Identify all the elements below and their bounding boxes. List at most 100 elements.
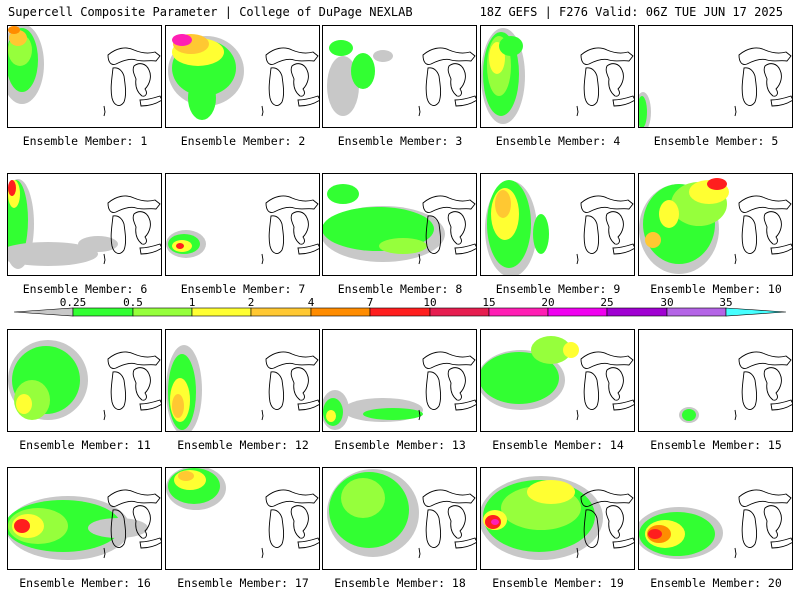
scp-field-map bbox=[327, 469, 476, 559]
colorbar-segment bbox=[369, 307, 431, 317]
colorbar-segment bbox=[547, 307, 608, 317]
colorbar-level-label: 15 bbox=[482, 296, 495, 309]
scp-contour-fill bbox=[533, 214, 549, 254]
map-panel-member-5 bbox=[638, 25, 793, 128]
lake-outline bbox=[576, 105, 579, 117]
great-lakes-outline bbox=[265, 195, 319, 255]
ensemble-member-label: Ensemble Member: 17 bbox=[177, 576, 309, 590]
map-panel-member-20 bbox=[638, 467, 793, 570]
ensemble-member-label: Ensemble Member: 8 bbox=[337, 282, 463, 296]
map-panel-member-4 bbox=[480, 25, 635, 128]
colorbar-level-label: 30 bbox=[660, 296, 673, 309]
ensemble-member-label: Ensemble Member: 10 bbox=[650, 282, 782, 296]
ensemble-member-label: Ensemble Member: 6 bbox=[22, 282, 148, 296]
ensemble-member-label: Ensemble Member: 2 bbox=[180, 134, 306, 148]
scp-contour-fill bbox=[188, 76, 216, 120]
scp-contour-fill bbox=[645, 232, 661, 248]
scp-contour-fill bbox=[14, 519, 30, 533]
scp-contour-fill bbox=[329, 40, 353, 56]
ensemble-member-label: Ensemble Member: 19 bbox=[492, 576, 624, 590]
lake-outline bbox=[734, 547, 737, 559]
map-panel-member-2 bbox=[165, 25, 320, 128]
scp-contour-fill bbox=[327, 184, 359, 204]
map-panel-member-18 bbox=[322, 467, 477, 570]
scp-field-map bbox=[8, 489, 161, 560]
colorbar-segment bbox=[13, 307, 74, 317]
colorbar-segment bbox=[429, 307, 490, 317]
lake-outline bbox=[103, 409, 106, 421]
great-lakes-outline bbox=[422, 47, 476, 107]
lake-outline bbox=[418, 409, 421, 421]
lake-outline bbox=[418, 105, 421, 117]
lake-outline bbox=[576, 547, 579, 559]
scp-field-map bbox=[481, 476, 634, 560]
great-lakes-outline bbox=[107, 351, 161, 411]
colorbar-segment bbox=[72, 307, 134, 317]
product-title: Supercell Composite Parameter | College … bbox=[8, 5, 413, 19]
great-lakes-outline bbox=[107, 47, 161, 107]
scp-contour-fill bbox=[491, 519, 499, 525]
colorbar-level-label: 4 bbox=[308, 296, 315, 309]
ensemble-member-label: Ensemble Member: 20 bbox=[650, 576, 782, 590]
lake-outline bbox=[261, 253, 264, 265]
scp-contour-fill bbox=[9, 30, 27, 46]
colorbar-level-label: 2 bbox=[248, 296, 255, 309]
scp-contour-fill bbox=[379, 238, 427, 254]
scp-contour-fill bbox=[172, 34, 192, 46]
map-panel-member-13 bbox=[322, 329, 477, 432]
color-scale-bar: 0.25 0.5 1 2 4 7 10 15 20 25 30 35 bbox=[13, 296, 787, 317]
scp-field-map bbox=[639, 489, 792, 559]
ensemble-member-label: Ensemble Member: 14 bbox=[492, 438, 624, 452]
scp-field-map bbox=[481, 28, 634, 124]
great-lakes-outline bbox=[265, 351, 319, 411]
ensemble-member-label: Ensemble Member: 13 bbox=[334, 438, 466, 452]
scp-contour-fill bbox=[707, 178, 727, 190]
great-lakes-outline bbox=[580, 47, 634, 107]
ensemble-member-label: Ensemble Member: 18 bbox=[334, 576, 466, 590]
map-panel-member-15 bbox=[638, 329, 793, 432]
colorbar-segment bbox=[606, 307, 668, 317]
map-panel-member-9 bbox=[480, 173, 635, 276]
ensemble-member-label: Ensemble Member: 15 bbox=[650, 438, 782, 452]
ensemble-member-label: Ensemble Member: 9 bbox=[495, 282, 621, 296]
colorbar-segment bbox=[191, 307, 252, 317]
scp-contour-fill bbox=[648, 529, 662, 539]
scp-field-map bbox=[8, 340, 161, 421]
scp-field-map bbox=[166, 345, 319, 431]
map-panel-member-8 bbox=[322, 173, 477, 276]
scp-field-map bbox=[8, 179, 161, 269]
lake-outline bbox=[103, 105, 106, 117]
map-panel-member-14 bbox=[480, 329, 635, 432]
ensemble-member-label: Ensemble Member: 1 bbox=[22, 134, 148, 148]
map-panel-member-1 bbox=[7, 25, 162, 128]
run-info: 18Z GEFS | F276 Valid: 06Z TUE JUN 17 20… bbox=[479, 5, 783, 19]
scp-contour-fill bbox=[341, 478, 385, 518]
scp-field-map bbox=[323, 184, 476, 265]
map-panel-member-19 bbox=[480, 467, 635, 570]
great-lakes-outline bbox=[738, 47, 792, 107]
colorbar-level-label: 20 bbox=[541, 296, 554, 309]
lake-outline bbox=[576, 253, 579, 265]
scp-contour-fill bbox=[8, 242, 98, 266]
lake-outline bbox=[103, 547, 106, 559]
scp-contour-fill bbox=[178, 471, 194, 481]
great-lakes-outline bbox=[107, 489, 161, 549]
great-lakes-outline bbox=[422, 489, 476, 549]
map-panel-member-3 bbox=[322, 25, 477, 128]
scp-contour-fill bbox=[527, 480, 575, 504]
scp-contour-fill bbox=[682, 409, 696, 421]
map-panel-member-10 bbox=[638, 173, 793, 276]
map-panel-member-12 bbox=[165, 329, 320, 432]
map-panel-member-7 bbox=[165, 173, 320, 276]
colorbar-level-label: 10 bbox=[423, 296, 436, 309]
scp-contour-fill bbox=[8, 26, 20, 34]
lake-outline bbox=[261, 105, 264, 117]
ensemble-member-label: Ensemble Member: 12 bbox=[177, 438, 309, 452]
scp-contour-fill bbox=[531, 336, 571, 364]
colorbar-level-label: 0.5 bbox=[123, 296, 143, 309]
scp-contour-fill bbox=[373, 50, 393, 62]
great-lakes-outline bbox=[580, 195, 634, 255]
map-panel-member-11 bbox=[7, 329, 162, 432]
great-lakes-outline bbox=[422, 351, 476, 411]
colorbar-level-label: 0.25 bbox=[60, 296, 87, 309]
